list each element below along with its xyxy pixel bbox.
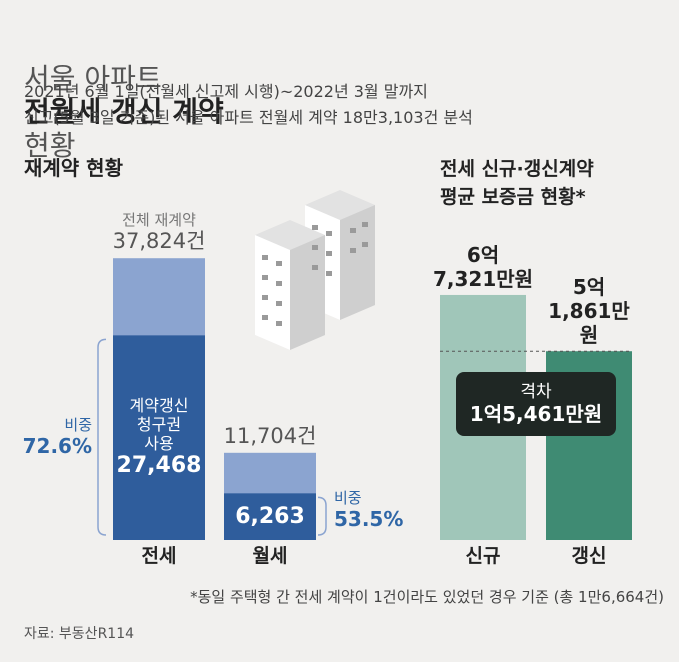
share-value: 72.6%	[22, 434, 92, 459]
series-name: 계약갱신 청구권 사용	[129, 395, 189, 454]
gap-title: 격차	[520, 381, 552, 402]
category-label: 전세	[141, 545, 177, 567]
subtitle: 신고(5월 3일 기준)된 서울 아파트 전월세 계약 18만3,103건 분석	[24, 108, 473, 127]
bar-renewal	[113, 335, 205, 540]
category-label: 갱신	[571, 545, 607, 567]
value-label: 11,704건	[223, 423, 317, 448]
share-title: 비중	[64, 416, 92, 435]
value-label: 6억 7,321만원	[432, 242, 534, 291]
share-bracket	[317, 496, 327, 536]
building-illustration	[255, 190, 375, 350]
gap-box	[456, 372, 616, 436]
share-group: 비중 53.5%	[334, 489, 403, 531]
title-part: 현황	[24, 128, 76, 162]
share-value: 53.5%	[334, 507, 404, 532]
series-name: 전체 재계약	[122, 211, 196, 230]
bar-renewal	[224, 493, 316, 540]
chart-title: 전세 신규·갱신계약	[440, 158, 594, 180]
chart-title: 평균 보증금 현황*	[440, 186, 586, 208]
gap-value: 1억5,461만원	[469, 402, 603, 427]
title-part: 서울 아파트	[24, 61, 162, 95]
gap-label-group: 격차 1억5,461만원	[470, 382, 602, 426]
subtitle: 2021년 6월 1일(전월세 신고제 시행)~2022년 3월 말까지	[24, 82, 428, 101]
value-label: 5억 1,861만원	[548, 275, 630, 348]
value-label: 27,468	[116, 453, 202, 479]
title-part: 전월세 갱신 계약	[24, 95, 224, 129]
share-bracket	[97, 338, 107, 536]
total-label-group: 전체 재계약 37,824건	[113, 211, 206, 254]
source: 자료: 부동산R114	[24, 626, 135, 642]
category-label: 월세	[252, 545, 288, 567]
value-label: 6,263	[235, 503, 305, 529]
renewal-label-group: 계약갱신 청구권 사용 27,468	[117, 396, 202, 480]
value-label: 37,824건	[112, 229, 206, 254]
footnote: *동일 주택형 간 전세 계약이 1건이라도 있었던 경우 기준 (총 1만6,…	[190, 588, 664, 606]
share-title: 비중	[334, 489, 362, 508]
renewal-label-group: 6,263	[235, 503, 305, 529]
share-group: 비중 72.6%	[23, 416, 92, 458]
total-label-group: 11,704건	[224, 424, 317, 449]
title: 서울 아파트 전월세 갱신 계약 현황	[24, 28, 224, 162]
chart-title: 재계약 현황	[24, 156, 123, 180]
category-label: 신규	[465, 545, 501, 567]
